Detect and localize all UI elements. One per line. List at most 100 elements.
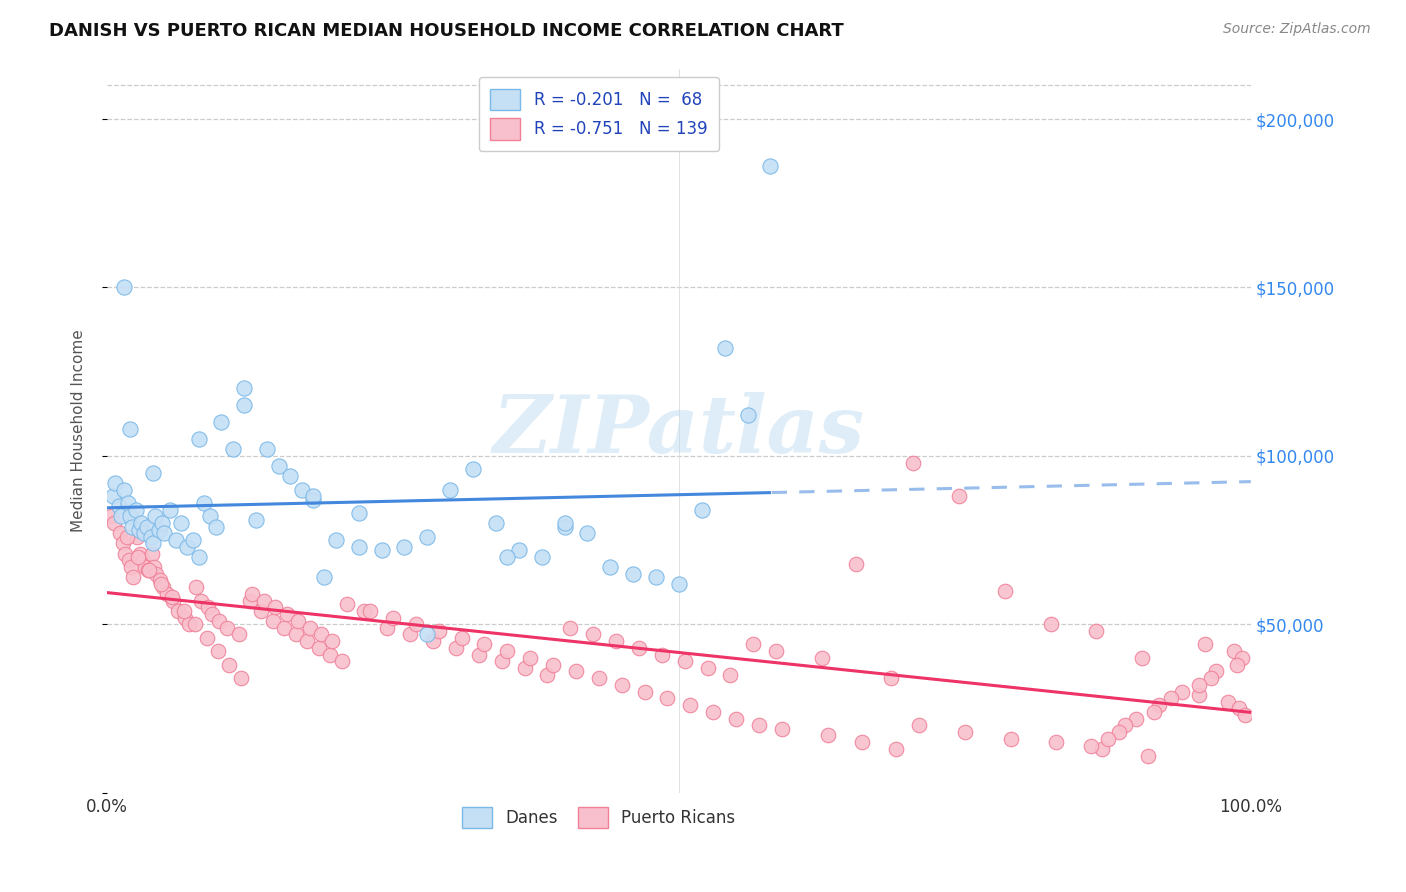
Point <box>176 540 198 554</box>
Point <box>621 566 644 581</box>
Point <box>536 667 558 681</box>
Point <box>217 621 239 635</box>
Point <box>811 651 834 665</box>
Point <box>382 610 405 624</box>
Point <box>1136 748 1159 763</box>
Point <box>132 526 155 541</box>
Point <box>112 280 135 294</box>
Point <box>468 648 491 662</box>
Point <box>651 648 673 662</box>
Point <box>276 607 298 622</box>
Point <box>702 705 724 719</box>
Point <box>742 637 765 651</box>
Point <box>100 509 122 524</box>
Point <box>150 516 173 531</box>
Point <box>444 640 467 655</box>
Point <box>737 409 759 423</box>
Point <box>770 722 793 736</box>
Point <box>554 519 576 533</box>
Point <box>633 684 655 698</box>
Point <box>201 607 224 622</box>
Point <box>884 742 907 756</box>
Point <box>1230 651 1253 665</box>
Point <box>759 159 782 173</box>
Point <box>496 549 519 564</box>
Point <box>1045 735 1067 749</box>
Point <box>124 502 146 516</box>
Point <box>207 644 229 658</box>
Point <box>145 566 167 581</box>
Point <box>405 617 427 632</box>
Point <box>461 462 484 476</box>
Point <box>138 563 160 577</box>
Point <box>1085 624 1108 638</box>
Point <box>245 513 267 527</box>
Point <box>186 580 208 594</box>
Point <box>319 648 342 662</box>
Point <box>491 654 513 668</box>
Point <box>359 604 381 618</box>
Point <box>193 496 215 510</box>
Point <box>657 691 679 706</box>
Point <box>139 530 162 544</box>
Point <box>229 671 252 685</box>
Point <box>155 587 177 601</box>
Legend: Danes, Puerto Ricans: Danes, Puerto Ricans <box>456 800 742 835</box>
Point <box>110 509 132 524</box>
Point <box>187 432 209 446</box>
Point <box>184 617 207 632</box>
Point <box>1149 698 1171 712</box>
Point <box>314 570 336 584</box>
Point <box>240 587 263 601</box>
Point <box>1108 725 1130 739</box>
Point <box>148 523 170 537</box>
Point <box>302 492 325 507</box>
Point <box>143 560 166 574</box>
Point <box>173 610 195 624</box>
Point <box>336 597 359 611</box>
Point <box>370 543 392 558</box>
Point <box>1130 651 1153 665</box>
Point <box>645 570 668 584</box>
Point <box>122 570 145 584</box>
Point <box>297 634 319 648</box>
Point <box>1125 712 1147 726</box>
Point <box>582 627 605 641</box>
Point <box>253 593 276 607</box>
Point <box>508 543 530 558</box>
Point <box>948 489 970 503</box>
Point <box>131 516 153 531</box>
Point <box>167 604 190 618</box>
Text: DANISH VS PUERTO RICAN MEDIAN HOUSEHOLD INCOME CORRELATION CHART: DANISH VS PUERTO RICAN MEDIAN HOUSEHOLD … <box>49 22 844 40</box>
Point <box>239 593 262 607</box>
Point <box>690 502 713 516</box>
Point <box>162 593 184 607</box>
Point <box>284 627 307 641</box>
Point <box>1097 731 1119 746</box>
Point <box>1188 688 1211 702</box>
Point <box>198 509 221 524</box>
Point <box>576 526 599 541</box>
Point <box>879 671 901 685</box>
Point <box>222 442 245 456</box>
Point <box>143 509 166 524</box>
Point <box>108 526 131 541</box>
Point <box>134 560 156 574</box>
Point <box>173 604 195 618</box>
Point <box>845 557 868 571</box>
Point <box>908 718 931 732</box>
Point <box>149 577 172 591</box>
Point <box>485 516 508 531</box>
Point <box>228 627 250 641</box>
Point <box>399 627 422 641</box>
Point <box>302 489 325 503</box>
Point <box>233 398 256 412</box>
Point <box>1080 739 1102 753</box>
Point <box>195 631 218 645</box>
Point <box>610 678 633 692</box>
Point <box>165 533 187 547</box>
Point <box>107 500 129 514</box>
Point <box>112 483 135 497</box>
Point <box>1226 657 1249 672</box>
Point <box>187 549 209 564</box>
